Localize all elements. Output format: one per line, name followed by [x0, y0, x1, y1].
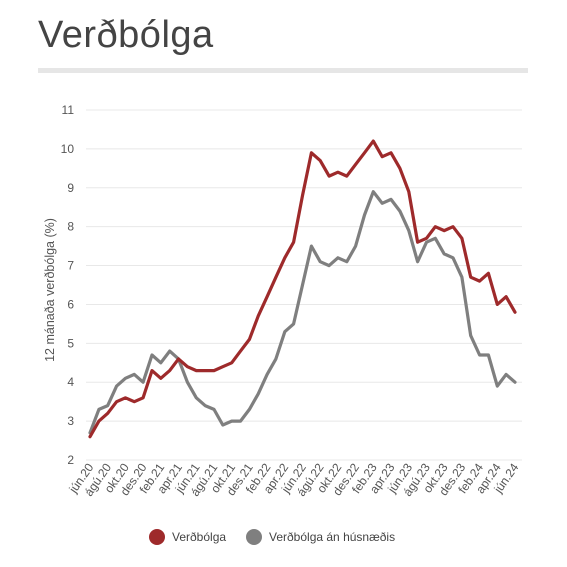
y-tick-label: 2: [67, 453, 74, 467]
y-tick-label: 5: [67, 336, 74, 350]
y-tick-label: 10: [61, 142, 75, 156]
y-tick-label: 6: [67, 297, 74, 311]
y-tick-label: 9: [67, 181, 74, 195]
y-tick-label: 8: [67, 220, 74, 234]
series-lines: [88, 139, 517, 439]
title-underline: [38, 68, 528, 73]
y-tick-label: 7: [67, 259, 74, 273]
y-tick-label: 4: [67, 375, 74, 389]
y-tick-label: 11: [62, 103, 75, 117]
series-line-verdbolga: [88, 139, 517, 439]
series-line-an-husnaedis: [88, 190, 517, 435]
legend-swatch: [246, 529, 262, 545]
y-axis-ticks: 2 3 4 5 6 7 8 9 10 11: [61, 103, 75, 467]
legend-swatch: [149, 529, 165, 545]
legend: Verðbólga Verðbólga án húsnæðis: [149, 529, 395, 545]
legend-label: Verðbólga: [172, 530, 226, 544]
x-axis-ticks: jún.20ágú.20okt.20des.20feb.21apr.21jún.…: [66, 460, 522, 498]
legend-label: Verðbólga án húsnæðis: [269, 530, 395, 544]
chart-title: Verðbólga: [38, 14, 214, 56]
y-axis-label: 12 mánaða verðbólga (%): [43, 218, 57, 362]
y-tick-label: 3: [67, 414, 74, 428]
